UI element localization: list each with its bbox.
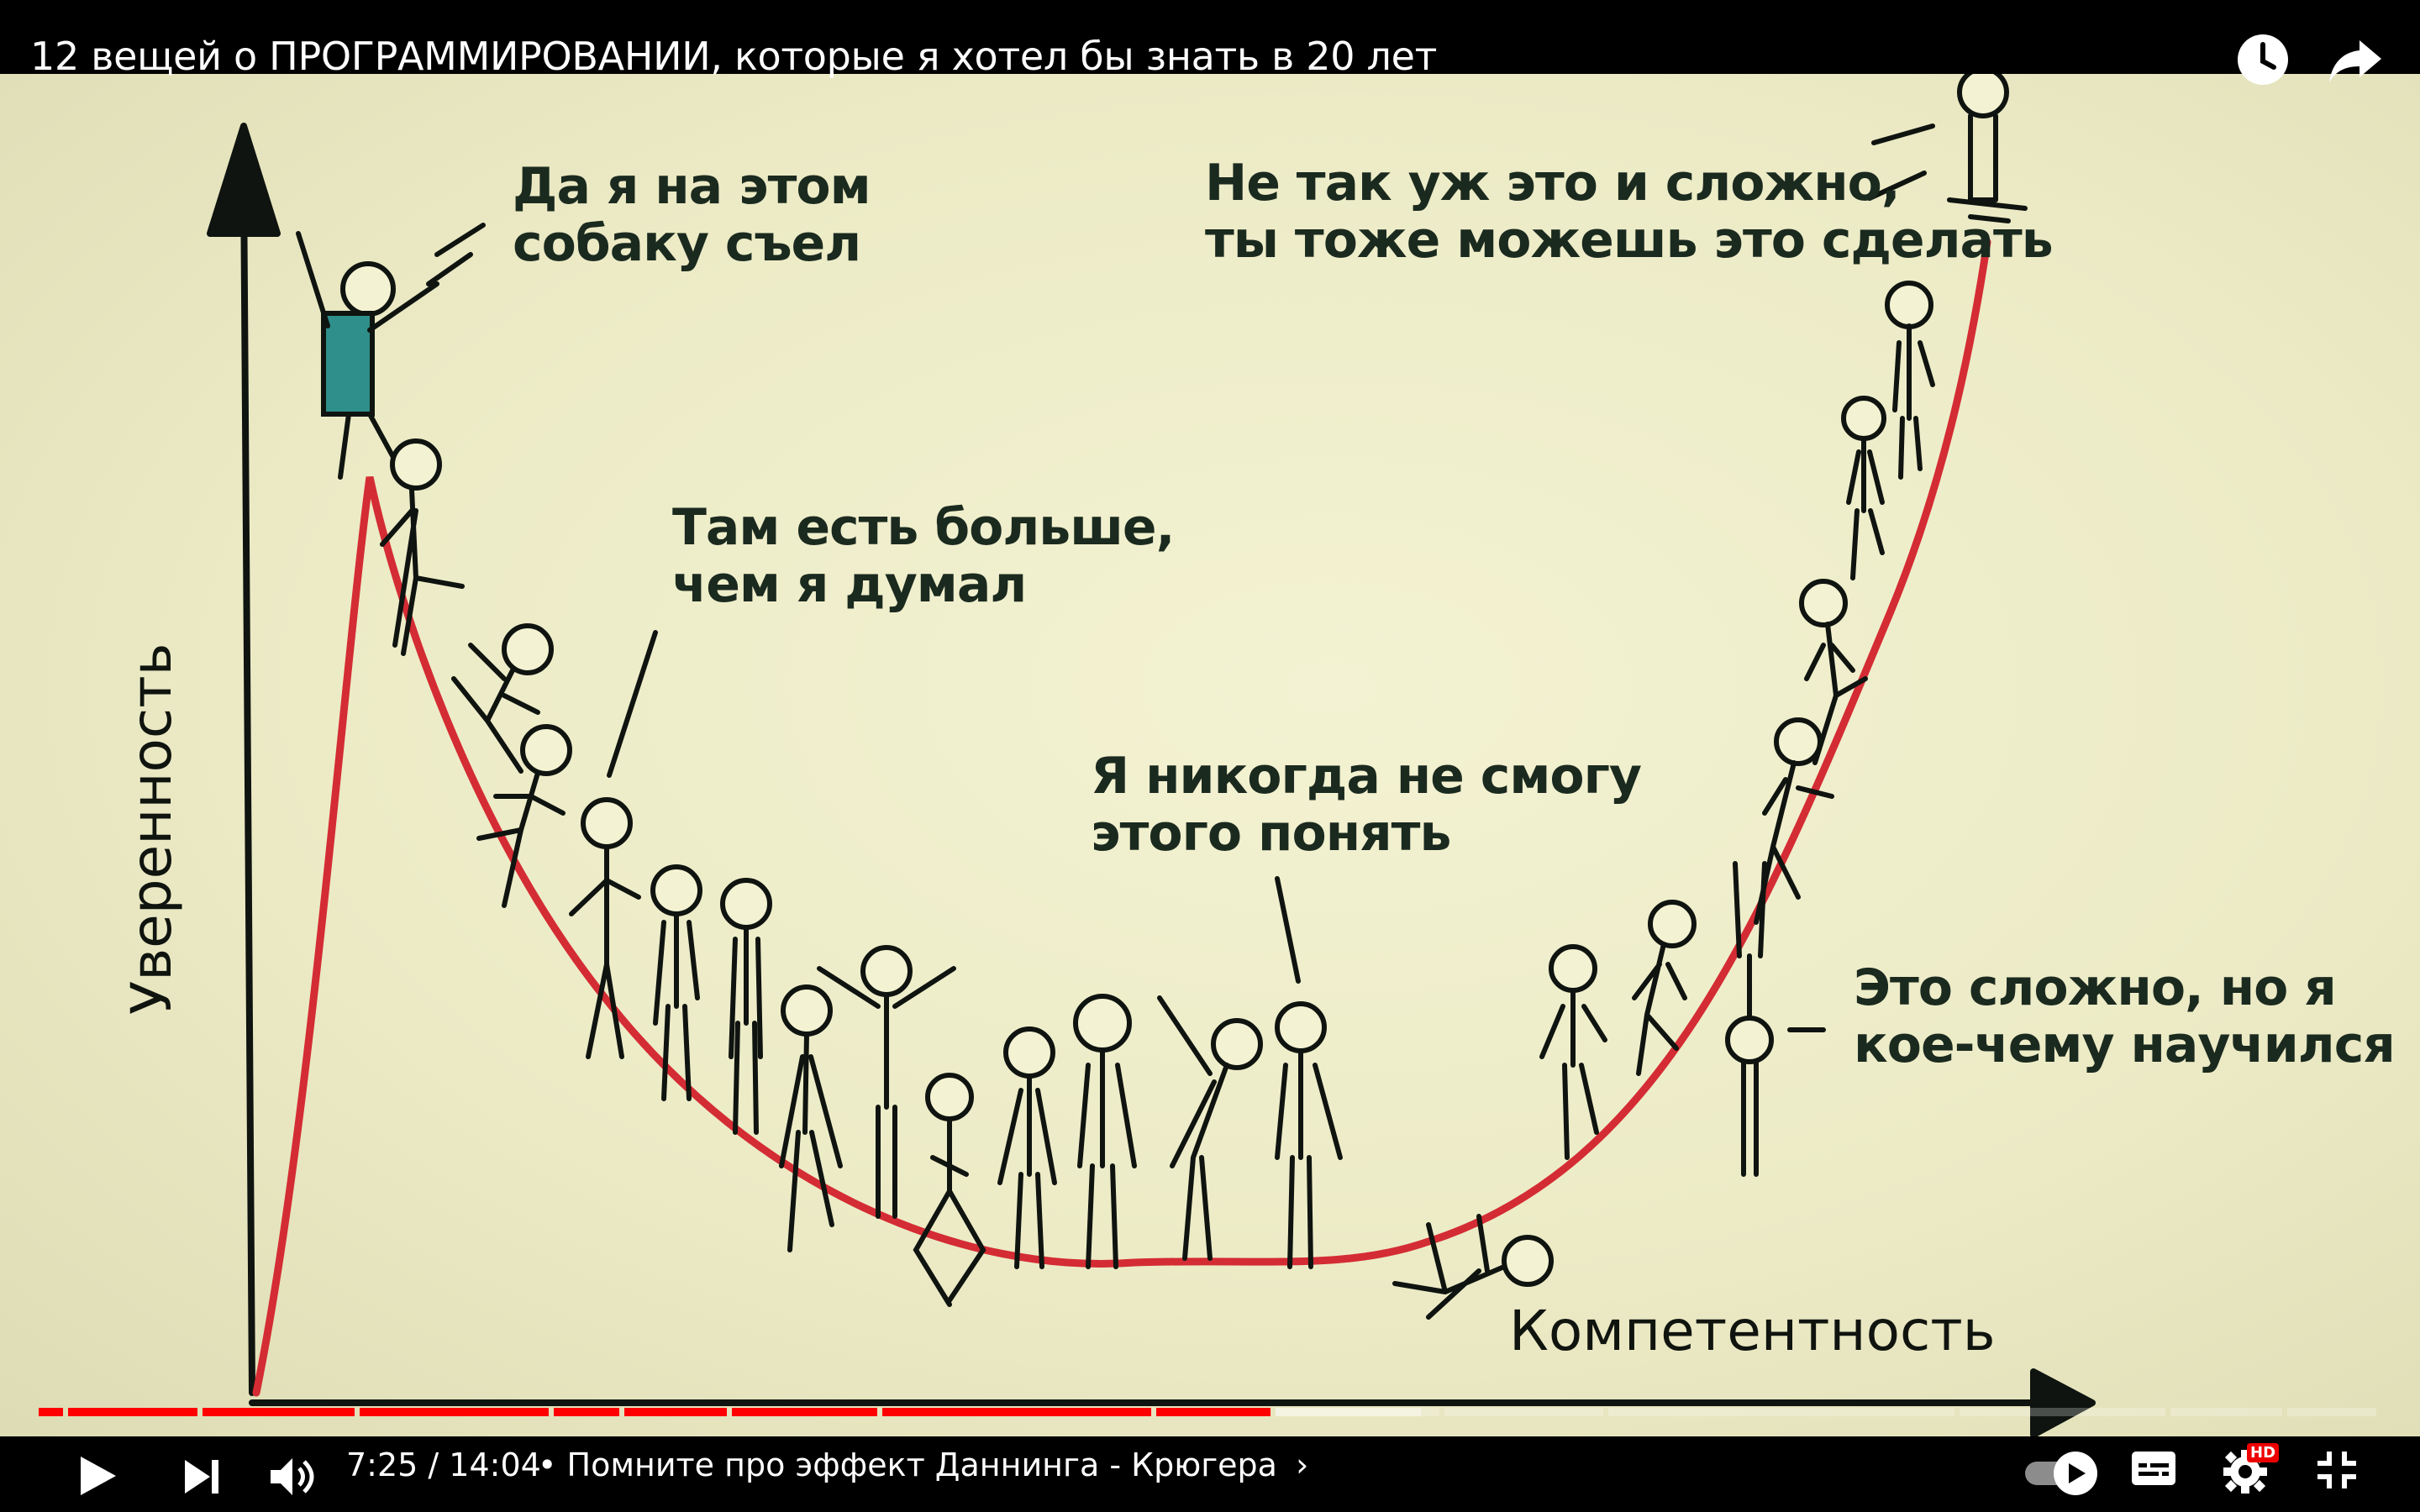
video-frame[interactable]: Уверенность Компетентность Да я на этом … [0,74,2420,1436]
x-axis-arrow [2030,1368,2096,1436]
stick-figure [380,438,465,656]
stick-figure [476,724,572,908]
top-bar: 12 вещей о ПРОГРАММИРОВАНИИ, которые я х… [0,0,2420,134]
annotation-easy: Не так уж это и сложно, ты тоже можешь э… [1205,154,2054,270]
stick-figure [779,984,843,1252]
progress-played-segment[interactable] [881,1408,1151,1416]
progress-played-segment[interactable] [732,1408,877,1416]
hd-badge: HD [2247,1443,2280,1462]
progress-played-segment[interactable] [1155,1408,1271,1416]
stick-figure [1799,579,1868,765]
stick-figure-peak [296,231,439,480]
stick-figure [569,797,641,1059]
progress-played-segment[interactable] [624,1408,728,1416]
stick-figure [1073,994,1137,1269]
progress-buffered-segment[interactable] [1276,1408,1421,1416]
stick-figure [1725,861,1774,1177]
y-axis [240,171,255,1396]
stick-figure [997,1026,1057,1269]
progress-played-segment[interactable] [203,1408,355,1416]
stick-figure [451,623,554,774]
clock-icon[interactable] [2235,32,2291,87]
stick-figure [1157,995,1263,1261]
progress-bar[interactable] [39,1408,2381,1416]
stick-figure-fallen [1392,1214,1554,1320]
progress-played-segment[interactable] [359,1408,550,1416]
stick-figures [296,74,2028,1320]
autoplay-toggle[interactable] [2023,1448,2099,1499]
stick-figure [817,945,956,1219]
stick-figure [913,1073,986,1307]
stick-figure [1885,281,1935,480]
stick-figure [1841,396,1886,580]
progress-remaining-segment[interactable] [1607,1408,1955,1416]
video-title[interactable]: 12 вещей о ПРОГРАММИРОВАНИИ, которые я х… [30,34,1438,79]
progress-remaining-segment[interactable] [1444,1408,1603,1416]
chapter-title[interactable]: • Помните про эффект Даннинга - Крюгера … [538,1446,1308,1483]
time-display: 7:25 / 14:04 [346,1446,541,1483]
progress-remaining-segment[interactable] [1960,1408,2166,1416]
annotation-hard: Это сложно, но я кое-чему научился [1854,958,2396,1074]
play-icon[interactable] [77,1455,118,1497]
share-icon[interactable] [2328,32,2383,87]
player-controls [0,1438,2420,1512]
progress-remaining-segment[interactable] [2170,1408,2283,1416]
stick-figure [650,864,702,1101]
annotation-never: Я никогда не смогу этого понять [1091,747,1642,863]
confidence-curve [252,238,1991,1397]
exit-fullscreen-icon[interactable] [2316,1450,2358,1490]
stick-figure [720,878,772,1135]
chevron-right-icon: › [1296,1446,1309,1483]
annotation-more: Там есть больше, чем я думал [672,498,1175,614]
chapter-label: • Помните про эффект Даннинга - Крюгера [538,1446,1277,1483]
progress-played-segment[interactable] [67,1408,198,1416]
stick-figure [1754,717,1834,925]
stick-figure [1632,900,1697,1076]
stick-figure [1539,944,1607,1160]
subtitles-icon[interactable] [2131,1450,2176,1487]
settings-icon [2223,1450,2267,1494]
progress-played-segment[interactable] [39,1408,63,1416]
next-icon[interactable] [183,1458,222,1495]
progress-remaining-segment[interactable] [2287,1408,2376,1416]
volume-icon[interactable] [269,1455,314,1499]
stick-figure [1275,1001,1343,1269]
y-axis-arrow [207,123,281,237]
x-axis-label: Компетентность [1509,1299,1996,1363]
settings-button[interactable]: HD [2222,1441,2289,1495]
progress-played-segment[interactable] [554,1408,619,1416]
y-axis-label: Уверенность [119,643,184,1015]
progress-remaining-segment[interactable] [1420,1408,1439,1416]
annotation-peak: Да я на этом собаку съел [513,157,871,273]
dunning-kruger-drawing [207,74,2096,1436]
